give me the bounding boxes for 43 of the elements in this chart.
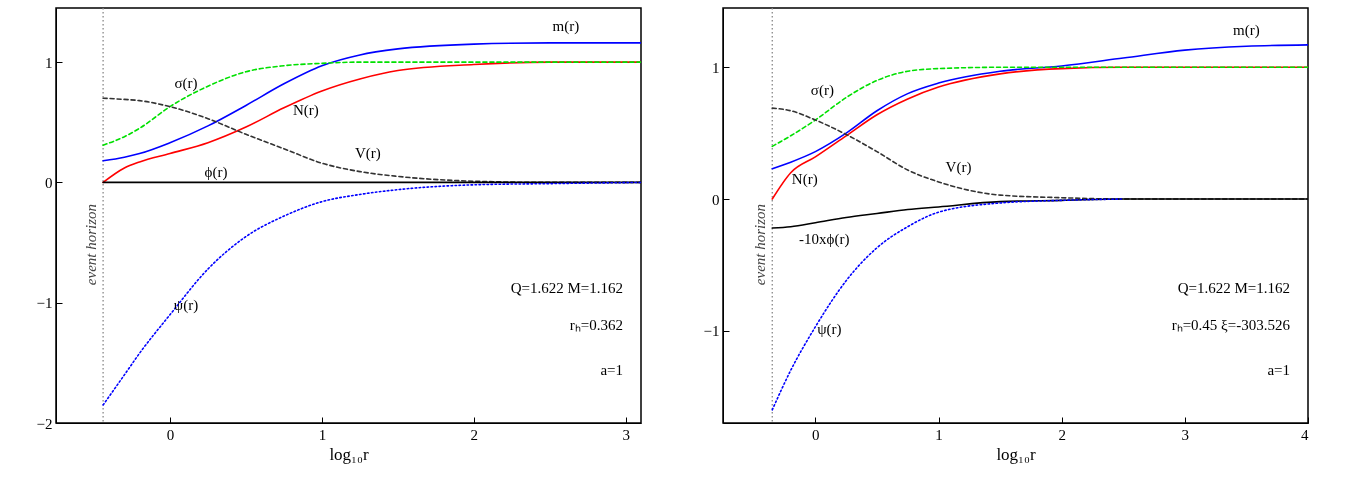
x-tick-label: 2 bbox=[470, 426, 479, 443]
line-series bbox=[102, 42, 641, 162]
series-label: V(r) bbox=[354, 144, 381, 162]
series-label: ψ(r) bbox=[817, 320, 842, 338]
series-label: m(r) bbox=[552, 17, 580, 35]
x-tick-label: 2 bbox=[1058, 426, 1066, 443]
series-label: σ(r) bbox=[810, 81, 834, 99]
x-axis-title: log₁₀r bbox=[996, 444, 1036, 464]
y-tick-label: −2 bbox=[36, 415, 53, 432]
annotation: a=1 bbox=[600, 362, 623, 378]
series-label: ψ(r) bbox=[173, 296, 199, 314]
x-tick-label: 1 bbox=[935, 426, 943, 443]
annotation: a=1 bbox=[1267, 362, 1290, 378]
series-label: N(r) bbox=[293, 102, 319, 119]
x-tick-label: 3 bbox=[622, 426, 631, 443]
line-series bbox=[771, 198, 1125, 411]
x-tick-label: 0 bbox=[812, 426, 820, 443]
series-label: N(r) bbox=[791, 170, 818, 188]
annotation: rₕ=0.45 ξ=-303.526 bbox=[1171, 317, 1291, 333]
series-label: ϕ(r) bbox=[204, 164, 228, 182]
x-tick-label: 4 bbox=[1301, 426, 1309, 443]
annotation: rₕ=0.362 bbox=[569, 317, 623, 333]
ref-line-label: event horizon bbox=[83, 203, 100, 286]
line-series bbox=[771, 66, 1308, 148]
x-axis-title: log₁₀r bbox=[329, 444, 369, 464]
y-tick-label: 0 bbox=[45, 174, 53, 191]
annotation: Q=1.622 M=1.162 bbox=[510, 280, 623, 296]
y-tick-label: 1 bbox=[712, 59, 720, 76]
series-label: V(r) bbox=[945, 158, 972, 176]
annotation: Q=1.622 M=1.162 bbox=[1177, 280, 1290, 296]
y-tick-label: 1 bbox=[45, 54, 53, 71]
line-series bbox=[102, 181, 641, 406]
x-tick-label: 0 bbox=[166, 426, 175, 443]
series-label: m(r) bbox=[1233, 22, 1260, 40]
series-label: σ(r) bbox=[174, 74, 198, 92]
ref-line-label: event horizon bbox=[752, 203, 769, 286]
y-tick-label: −1 bbox=[703, 323, 720, 340]
x-tick-label: 3 bbox=[1181, 426, 1190, 443]
line-series bbox=[102, 61, 641, 146]
series-label: -10xϕ(r) bbox=[799, 231, 850, 249]
y-tick-label: −1 bbox=[36, 295, 53, 312]
x-tick-label: 1 bbox=[318, 426, 327, 443]
y-tick-label: 0 bbox=[712, 191, 720, 208]
